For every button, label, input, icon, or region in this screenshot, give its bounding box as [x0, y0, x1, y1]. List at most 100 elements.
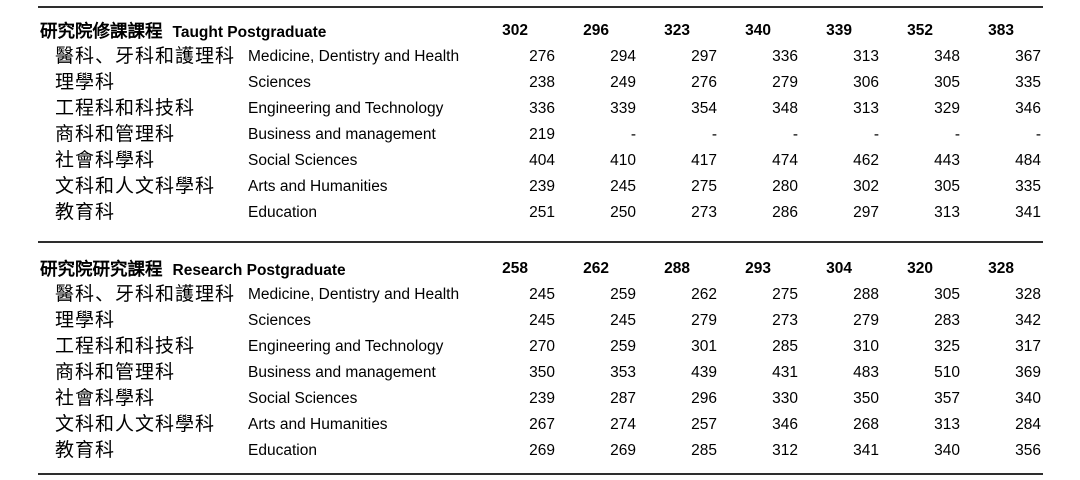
row-value: 336	[772, 48, 798, 65]
row-value: 250	[610, 204, 636, 221]
row-value: 354	[691, 100, 717, 117]
row-value: 484	[1015, 152, 1041, 169]
row-value: 297	[853, 204, 879, 221]
section-taught-postgraduate: 研究院修課課程 Taught Postgraduate 302 296 323 340 33…	[38, 8, 1043, 226]
row-value: 317	[1015, 338, 1041, 355]
row-value: 287	[610, 390, 636, 407]
row-value: 341	[853, 442, 879, 459]
table-row: 商科和管理科 Business and management 219 - - - - - -	[38, 122, 1043, 148]
row-label-en: Medicine, Dentistry and Health	[248, 286, 460, 303]
row-value: 279	[691, 312, 717, 329]
row-value: 340	[934, 442, 960, 459]
row-value: 341	[1015, 204, 1041, 221]
row-value: 296	[691, 390, 717, 407]
row-value: 267	[529, 416, 555, 433]
section-title-en: Taught Postgraduate	[172, 24, 327, 41]
section-title-en: Research Postgraduate	[172, 262, 346, 279]
row-value: 238	[529, 74, 555, 91]
row-label-en: Arts and Humanities	[248, 416, 388, 433]
row-value: 340	[1015, 390, 1041, 407]
row-label-en: Medicine, Dentistry and Health	[248, 48, 460, 65]
section-title-cell: 研究院修課課程 Taught Postgraduate	[38, 18, 474, 46]
section-total-value: 258	[502, 260, 528, 277]
row-value: 274	[610, 416, 636, 433]
row-label-zh: 社會科學科	[55, 388, 156, 409]
row-label-en: Education	[248, 204, 317, 221]
row-label-zh: 教育科	[55, 202, 116, 223]
section-header-row: 研究院研究課程 Research Postgraduate 258 262 288 293…	[38, 256, 1043, 282]
table-row: 工程科和科技科 Engineering and Technology 336 339 3…	[38, 96, 1043, 122]
table-row: 教育科 Education 269 269 285 312 341 340 356	[38, 438, 1043, 464]
table-row: 醫科、牙科和護理科 Medicine, Dentistry and Health 2…	[38, 44, 1043, 70]
row-value: 483	[853, 364, 879, 381]
row-value: 346	[772, 416, 798, 433]
row-value: 269	[610, 442, 636, 459]
row-label-en: Business and management	[248, 364, 436, 381]
row-value: 417	[691, 152, 717, 169]
row-value: 276	[691, 74, 717, 91]
row-label-zh: 社會科學科	[55, 150, 156, 171]
row-value: 313	[853, 100, 879, 117]
section-total-value: 339	[826, 22, 852, 39]
row-value: 302	[853, 178, 879, 195]
section-research-postgraduate: 研究院研究課程 Research Postgraduate 258 262 288 293…	[38, 243, 1043, 464]
row-label-zh: 文科和人文科學科	[55, 176, 216, 197]
row-value: -	[711, 126, 717, 143]
row-label-en: Sciences	[248, 312, 311, 329]
row-value: 367	[1015, 48, 1041, 65]
row-value: 310	[853, 338, 879, 355]
table-row: 理學科 Sciences 238 249 276 279 306 305 335	[38, 70, 1043, 96]
row-value: 259	[610, 286, 636, 303]
row-value: 294	[610, 48, 636, 65]
postgraduate-statistics-table: 研究院修課課程 Taught Postgraduate 302 296 323 340 33…	[38, 6, 1043, 475]
section-header-row: 研究院修課課程 Taught Postgraduate 302 296 323 340 33…	[38, 18, 1043, 44]
table-row: 工程科和科技科 Engineering and Technology 270 259 3…	[38, 334, 1043, 360]
row-value: 285	[691, 442, 717, 459]
row-value: 339	[610, 100, 636, 117]
row-value: 262	[691, 286, 717, 303]
table-row: 文科和人文科學科 Arts and Humanities 267 274 257 346 2…	[38, 412, 1043, 438]
row-value: 439	[691, 364, 717, 381]
row-value: 329	[934, 100, 960, 117]
row-value: 342	[1015, 312, 1041, 329]
row-label-en: Engineering and Technology	[248, 100, 444, 117]
row-value: 239	[529, 178, 555, 195]
row-label-en: Social Sciences	[248, 390, 358, 407]
row-value: 305	[934, 286, 960, 303]
row-value: 279	[772, 74, 798, 91]
section-title-zh: 研究院修課課程	[40, 21, 163, 41]
section-total-value: 323	[664, 22, 690, 39]
row-value: -	[873, 126, 879, 143]
middle-rule	[38, 241, 1043, 243]
row-value: 301	[691, 338, 717, 355]
row-label-en: Engineering and Technology	[248, 338, 444, 355]
row-value: 325	[934, 338, 960, 355]
row-value: 245	[529, 286, 555, 303]
row-label-zh: 工程科和科技科	[55, 336, 196, 357]
row-value: 273	[772, 312, 798, 329]
row-label-zh: 教育科	[55, 440, 116, 461]
row-label-en: Sciences	[248, 74, 311, 91]
row-value: 313	[934, 204, 960, 221]
top-rule	[38, 6, 1043, 8]
row-label-zh: 文科和人文科學科	[55, 414, 216, 435]
section-total-value: 328	[988, 260, 1014, 277]
row-value: 348	[934, 48, 960, 65]
row-value: -	[792, 126, 798, 143]
table-row: 醫科、牙科和護理科 Medicine, Dentistry and Health 2…	[38, 282, 1043, 308]
row-label-en: Arts and Humanities	[248, 178, 388, 195]
row-value: 305	[934, 74, 960, 91]
row-value: 353	[610, 364, 636, 381]
row-value: 306	[853, 74, 879, 91]
row-value: 410	[610, 152, 636, 169]
bottom-rule	[38, 473, 1043, 475]
row-value: 348	[772, 100, 798, 117]
table-row: 理學科 Sciences 245 245 279 273 279 283 342	[38, 308, 1043, 334]
row-value: 284	[1015, 416, 1041, 433]
row-value: 335	[1015, 178, 1041, 195]
row-label-zh: 醫科、牙科和護理科	[55, 46, 236, 67]
row-value: 350	[529, 364, 555, 381]
section-total-value: 302	[502, 22, 528, 39]
section-total-value: 288	[664, 260, 690, 277]
